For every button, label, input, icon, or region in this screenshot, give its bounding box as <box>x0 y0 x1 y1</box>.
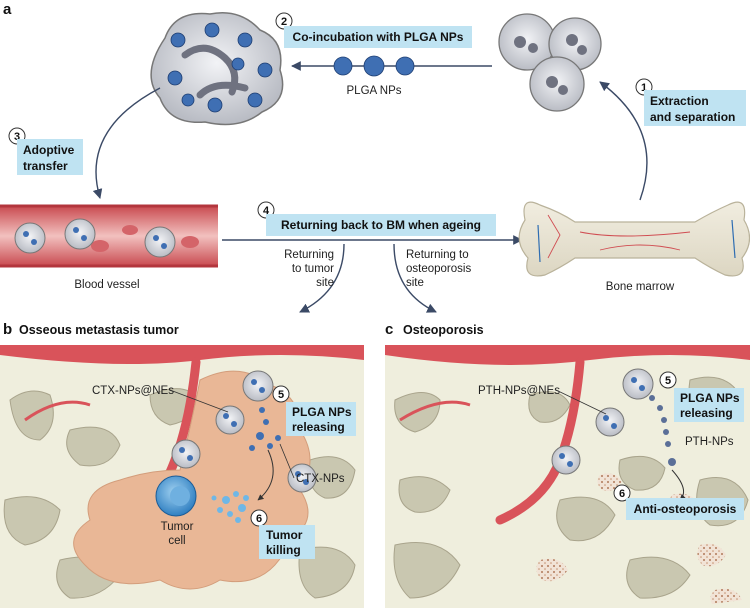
ctx-nps-pointer <box>279 443 295 479</box>
tumor-cell <box>155 475 197 517</box>
panel-c-top-vessel <box>385 345 750 365</box>
blood-vessel-label: Blood vessel <box>74 279 139 291</box>
panel-c-step-6-label: Anti-osteoporosis <box>634 502 737 516</box>
panel-b-capillary <box>24 400 91 422</box>
panel-b-ne-granules <box>179 379 309 485</box>
panel-b-step-6-line1: Tumor <box>266 528 303 542</box>
return-tumor-line3: site <box>316 277 334 289</box>
panel-b-letter: b <box>3 321 12 338</box>
step-1: 1 Extraction and separation <box>635 78 746 126</box>
step-1-label-line1: Extraction <box>650 94 709 108</box>
step-1-number: 1 <box>641 82 647 94</box>
step-3-label-line1: Adoptive <box>23 143 75 157</box>
return-osteo-line3: site <box>406 277 424 289</box>
panel-b: b Osseous metastasis tumor Tumor cell <box>0 321 364 608</box>
arrow-extraction <box>599 81 648 201</box>
bone-marrow-label: Bone marrow <box>606 281 675 293</box>
panel-b-step-6: 6 Tumor killing <box>250 509 315 559</box>
blood-vessel <box>0 204 218 268</box>
panel-c-step-6: 6 Anti-osteoporosis <box>613 484 744 520</box>
arrow-adoptive-transfer <box>92 87 161 199</box>
tumor-cell-label-line2: cell <box>168 535 185 547</box>
step-2-number: 2 <box>281 16 287 28</box>
panel-b-step-5: 5 PLGA NPs releasing <box>272 385 356 436</box>
ctx-nps-nes-pointer <box>169 389 229 413</box>
panel-c-step-5-line2: releasing <box>680 406 733 420</box>
step-3-number: 3 <box>14 131 20 143</box>
pth-nps-label: PTH-NPs <box>685 436 734 448</box>
panel-c-step-5-line1: PLGA NPs <box>680 391 740 405</box>
panel-b-ne-cells <box>171 370 317 493</box>
step-2-label: Co-incubation with PLGA NPs <box>293 30 464 44</box>
return-osteo-line1: Returning to <box>406 249 469 261</box>
plga-nps-icons <box>333 55 415 77</box>
step-4: 4 Returning back to BM when ageing <box>257 201 496 236</box>
pth-nps-nes-label: PTH-NPs@NEs <box>478 385 560 397</box>
panel-c-ne-granules <box>559 377 645 467</box>
step-4-number: 4 <box>263 205 270 217</box>
step-3-label-line2: transfer <box>23 159 68 173</box>
return-tumor-line2: to tumor <box>292 263 334 275</box>
panel-c-step-5-number: 5 <box>665 375 671 387</box>
loaded-neutrophil <box>150 12 284 126</box>
tumor-cell-label-line1: Tumor <box>161 521 194 533</box>
panel-c: c Osteoporosis <box>385 321 750 608</box>
panel-c-ne-cells <box>551 368 654 475</box>
panel-b-step-5-line2: releasing <box>292 420 345 434</box>
arrow-return-tumor <box>299 243 345 313</box>
bone-marrow-illustration <box>518 201 750 277</box>
panel-c-letter: c <box>385 321 393 338</box>
step-3: 3 Adoptive transfer <box>8 127 83 175</box>
panel-b-step-5-line1: PLGA NPs <box>292 405 352 419</box>
pth-nps-chain <box>649 395 676 466</box>
pth-nps-nes-pointer <box>555 389 607 415</box>
panel-b-title: Osseous metastasis tumor <box>19 323 179 337</box>
panel-b-step-6-number: 6 <box>256 513 262 525</box>
return-osteo-line2: osteoporosis <box>406 263 471 275</box>
panel-a-letter: a <box>3 1 12 18</box>
step-4-label: Returning back to BM when ageing <box>281 218 481 232</box>
step-2: 2 Co-incubation with PLGA NPs <box>275 12 472 48</box>
panel-b-top-vessel <box>0 345 364 364</box>
return-tumor-line1: Returning <box>284 249 334 261</box>
tumor-killing-debris <box>211 491 249 523</box>
panel-b-step-6-line2: killing <box>266 543 301 557</box>
step-1-label-line2: and separation <box>650 110 735 124</box>
ctx-nps-label: CTX-NPs <box>296 473 345 485</box>
ctx-nps-nes-label: CTX-NPs@NEs <box>92 385 174 397</box>
panel-c-step-6-number: 6 <box>619 488 625 500</box>
arrow-ctx-release <box>257 449 274 501</box>
panel-b-step-5-number: 5 <box>278 389 284 401</box>
panel-c-capillary <box>399 400 471 422</box>
plga-nps-label: PLGA NPs <box>347 85 402 97</box>
panel-c-step-5: 5 PLGA NPs releasing <box>659 371 744 422</box>
arrow-return-osteo <box>393 243 437 313</box>
panel-c-title: Osteoporosis <box>403 323 484 337</box>
neutrophil-cluster <box>498 13 602 112</box>
ctx-nps-fragments <box>249 407 281 451</box>
panel-a: a 2 Co-incubation with PLGA NPs PLGA NPs <box>0 1 750 313</box>
